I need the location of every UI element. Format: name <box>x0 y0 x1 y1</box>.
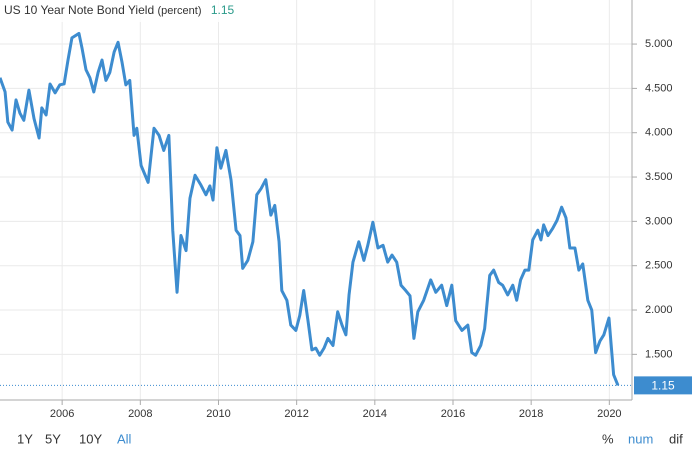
buttons: 1Y 5Y 10Y All% num dif <box>17 431 683 446</box>
y-tick-label: 2.000 <box>645 304 673 316</box>
x-tick-label: 2008 <box>128 408 152 420</box>
x-tick-label: 2018 <box>519 408 543 420</box>
x-tick-label: 2012 <box>284 408 308 420</box>
chart-title: US 10 Year Note Bond Yield (percent) 1.1… <box>4 3 235 17</box>
x-tick-label: 2010 <box>206 408 230 420</box>
x-tick-label: 2006 <box>50 408 74 420</box>
x-tick-label: 2020 <box>597 408 621 420</box>
range-button[interactable]: 1Y <box>17 431 33 446</box>
current-value-tag <box>634 376 692 395</box>
subtitle: (percent) <box>157 5 201 17</box>
y-tick-label: 2.500 <box>645 260 673 272</box>
x-tick-label: 2016 <box>441 408 465 420</box>
y-tick-label: 1.500 <box>645 348 673 360</box>
mode-button[interactable]: % <box>602 431 614 446</box>
range-button[interactable]: 5Y <box>45 431 61 446</box>
y-tick-label: 4.000 <box>645 127 673 139</box>
y-tick-label: 3.000 <box>645 215 673 227</box>
mode-button[interactable]: dif <box>669 431 683 446</box>
x-tick-label: 2014 <box>363 408 387 420</box>
mode-button[interactable]: num <box>628 431 653 446</box>
plot: 1.15 <box>0 31 692 395</box>
y-tick-label: 4.500 <box>645 82 673 94</box>
current-value: 1.15 <box>211 3 235 17</box>
current-value-label: 1.15 <box>651 379 675 393</box>
title-bg <box>0 0 290 22</box>
grid: 2006 2008 2010 2012 2014 2016 2018 2020 1.500 2.0… <box>0 0 673 420</box>
title: US 10 Year Note Bond Yield <box>4 3 154 17</box>
y-tick-label: 5.000 <box>645 38 673 50</box>
range-button[interactable]: 10Y <box>79 431 102 446</box>
range-button[interactable]: All <box>117 431 132 446</box>
series-line <box>0 31 620 386</box>
y-tick-label: 3.500 <box>645 171 673 183</box>
